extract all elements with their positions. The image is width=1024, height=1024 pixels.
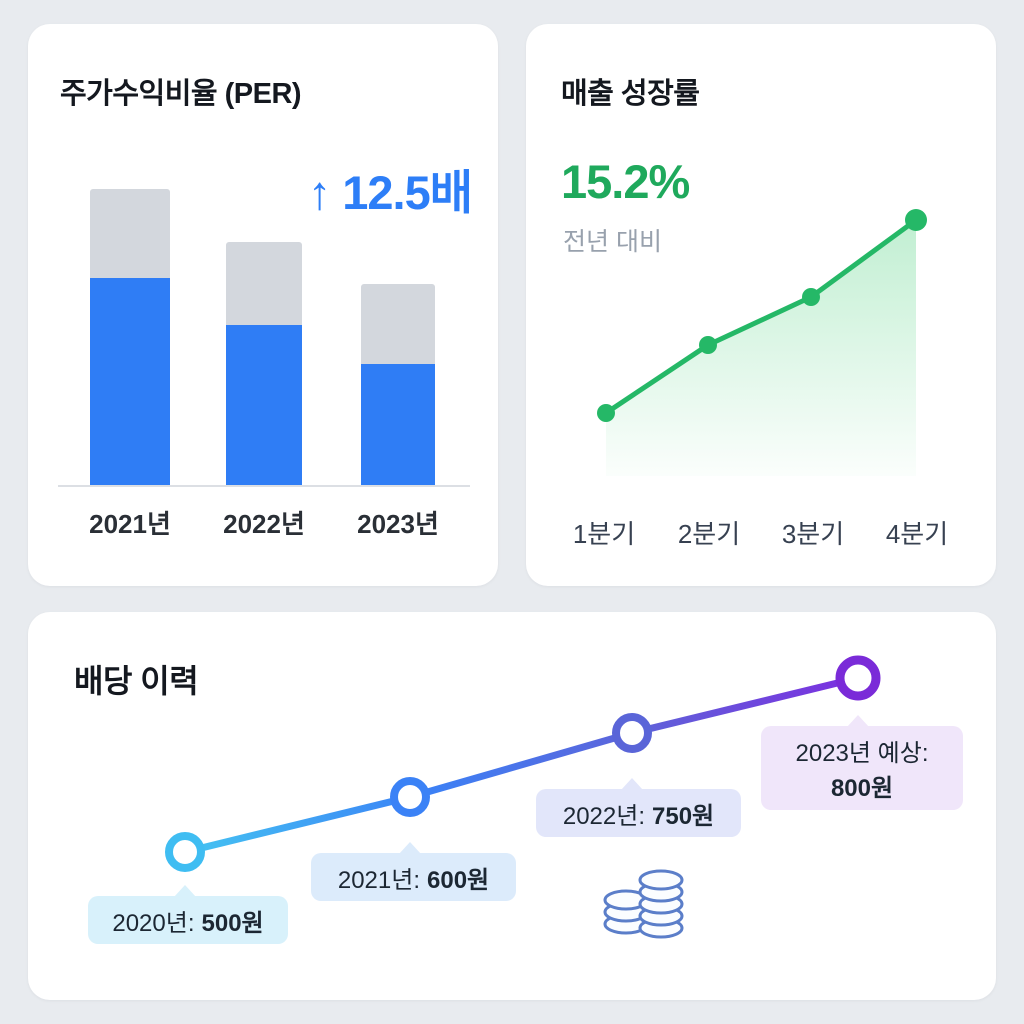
x-axis-line bbox=[58, 485, 470, 487]
growth-line-chart bbox=[597, 209, 927, 476]
bar-2021-blue-segment bbox=[90, 277, 170, 485]
dividend-point-2023 bbox=[835, 655, 881, 701]
growth-line bbox=[603, 217, 919, 416]
bar-label-2021: 2021년 bbox=[89, 509, 171, 539]
growth-card: 매출 성장률 15.2% 전년 대비 1분기 2분기 3분기 4분기 bbox=[526, 24, 996, 586]
bar-2021-gray-segment bbox=[90, 189, 170, 278]
bar-2023-blue-segment bbox=[361, 363, 435, 485]
dividend-label-2020: 2020년: 500원 bbox=[88, 885, 288, 944]
x-label-q4: 4분기 bbox=[885, 519, 949, 549]
bar-label-2022: 2022년 bbox=[223, 509, 305, 539]
bar-2023-gray-segment bbox=[361, 284, 435, 364]
dividend-card-title: 배당 이력 bbox=[74, 663, 199, 699]
dividend-point-2021 bbox=[390, 777, 430, 817]
coin-stack-icon bbox=[603, 869, 684, 939]
per-card: 주가수익비율 (PER) ↑ 12.5배 2021년 2022년 2023년 bbox=[28, 24, 498, 586]
growth-subtitle: 전년 대비 bbox=[563, 228, 662, 256]
bar-2022 bbox=[226, 242, 302, 485]
pointer-triangle bbox=[399, 842, 421, 854]
pointer-triangle bbox=[847, 715, 869, 727]
dividend-line bbox=[181, 674, 862, 856]
dividend-point-2020 bbox=[165, 832, 205, 872]
pointer-triangle bbox=[174, 885, 196, 897]
per-value: ↑ 12.5배 bbox=[307, 166, 473, 219]
x-label-q3: 3분기 bbox=[781, 519, 845, 549]
growth-point-q4 bbox=[905, 209, 927, 231]
x-label-q1: 1분기 bbox=[572, 519, 636, 549]
dividend-card: 배당 이력 2020년: 500원 2021년: bbox=[28, 612, 996, 1000]
growth-area-fill bbox=[606, 220, 916, 476]
growth-card-title: 매출 성장률 bbox=[561, 78, 700, 110]
bar-2022-gray-segment bbox=[226, 242, 302, 325]
growth-point-q3 bbox=[802, 288, 820, 306]
growth-point-q2 bbox=[699, 336, 717, 354]
dividend-point-2022 bbox=[612, 713, 652, 753]
dividend-line-chart bbox=[165, 655, 881, 872]
bar-label-2023: 2023년 bbox=[357, 509, 439, 539]
per-card-title: 주가수익비율 (PER) bbox=[60, 78, 302, 110]
dividend-label-2023-forecast: 2023년 예상: 800원 bbox=[761, 715, 963, 810]
dividend-label-2021: 2021년: 600원 bbox=[311, 842, 516, 901]
growth-value: 15.2% bbox=[561, 155, 690, 208]
bar-2023 bbox=[361, 284, 435, 485]
pointer-triangle bbox=[621, 778, 643, 790]
dividend-label-2022: 2022년: 750원 bbox=[536, 778, 741, 837]
bar-2021 bbox=[90, 189, 170, 485]
x-label-q2: 2분기 bbox=[677, 519, 741, 549]
bar-2022-blue-segment bbox=[226, 324, 302, 485]
growth-point-q1 bbox=[597, 404, 615, 422]
